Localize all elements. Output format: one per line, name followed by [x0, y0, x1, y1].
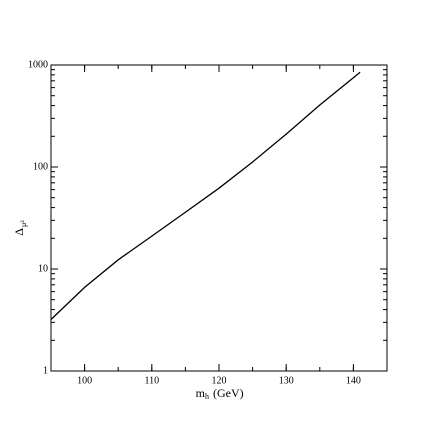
y-tick-label: 10	[38, 263, 48, 274]
y-label-group: Δ μ²	[12, 220, 28, 236]
x-tick-label: 120	[212, 375, 227, 386]
x-tick-label: 110	[144, 375, 159, 386]
y-tick-label: 1000	[28, 59, 48, 70]
y-label-sub: μ²	[19, 220, 28, 227]
y-label: Δ	[12, 228, 26, 236]
y-tick-label: 100	[33, 161, 48, 172]
line	[50, 71, 361, 320]
y-tick-label: 1	[43, 365, 48, 376]
x-tick-label: 100	[77, 375, 92, 386]
x-tick-label: 130	[279, 375, 294, 386]
x-label-sub: h	[205, 392, 209, 401]
x-label-unit: (GeV)	[213, 386, 244, 400]
x-label: m	[196, 386, 206, 400]
plot-frame	[50, 64, 388, 372]
x-tick-label: 140	[346, 375, 361, 386]
